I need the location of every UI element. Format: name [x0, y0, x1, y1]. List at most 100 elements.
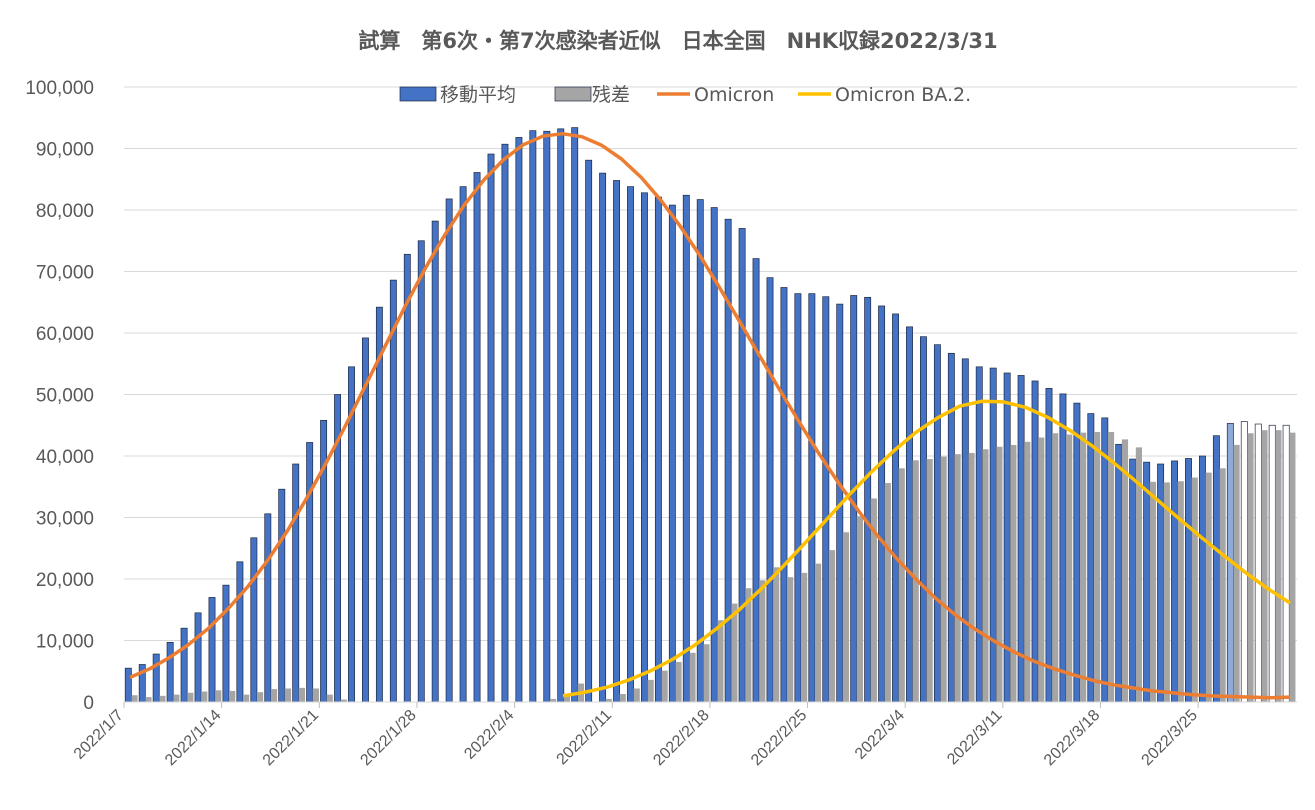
bar-moving-average [892, 313, 900, 703]
bar-moving-average [543, 130, 551, 703]
bar-moving-average [264, 513, 272, 703]
bar-residual [1219, 468, 1226, 702]
bar-moving-average [1254, 423, 1262, 703]
bar-residual [312, 688, 319, 702]
bar-residual [187, 692, 194, 702]
bar-moving-average [445, 198, 453, 703]
bar-residual [1177, 481, 1184, 702]
bar-moving-average [947, 352, 955, 703]
y-tick-label: 20,000 [36, 570, 94, 591]
bar-residual [1093, 432, 1101, 702]
bar-moving-average [961, 358, 969, 703]
bar-residual [940, 456, 947, 702]
bar-moving-average [1073, 402, 1081, 703]
bar-moving-average [124, 667, 132, 703]
bar-residual [243, 694, 250, 702]
bar-residual [647, 679, 654, 702]
bar-moving-average [794, 293, 802, 703]
bar-moving-average [487, 153, 495, 703]
chart-title: 試算 第6次・第7次感染者近似 日本全国 NHK収録2022/3/31 [358, 29, 997, 53]
bar-moving-average [724, 218, 732, 703]
bar-residual [703, 644, 710, 702]
legend-swatch [554, 86, 592, 102]
bar-residual [814, 563, 822, 702]
bar-moving-average [1003, 372, 1011, 703]
bar-moving-average [1031, 380, 1039, 703]
bar-residual [633, 688, 640, 702]
bar-moving-average [152, 653, 160, 703]
bar-moving-average [738, 228, 746, 703]
bar-residual [298, 687, 305, 702]
bar-residual [996, 446, 1003, 702]
bar-moving-average [278, 488, 286, 703]
bar-residual [1149, 481, 1156, 702]
bar-series [124, 127, 1296, 703]
bar-residual [340, 699, 347, 702]
bar-moving-average [613, 180, 621, 703]
bar-residual [1275, 430, 1282, 702]
bar-residual [1080, 432, 1087, 702]
bar-moving-average [375, 306, 383, 703]
bar-residual [1038, 437, 1045, 702]
bar-residual [284, 688, 292, 702]
bar-residual [745, 588, 752, 702]
bar-residual [1247, 433, 1254, 702]
bar-moving-average [654, 196, 662, 703]
y-tick-label: 30,000 [36, 509, 94, 530]
y-tick-label: 0 [83, 693, 94, 714]
bar-moving-average [515, 137, 523, 703]
bar-moving-average [222, 584, 230, 703]
bar-moving-average [822, 296, 830, 703]
bar-moving-average [557, 128, 565, 703]
legend-swatch [399, 86, 437, 102]
bar-residual [1261, 430, 1268, 702]
bar-moving-average [389, 279, 397, 703]
bar-moving-average [1268, 424, 1276, 703]
y-tick-label: 40,000 [36, 447, 94, 468]
bar-residual [1107, 432, 1115, 702]
bar-residual [926, 459, 933, 702]
gridlines [124, 86, 1297, 703]
bar-residual [801, 572, 808, 702]
bar-residual [842, 532, 850, 702]
bar-residual [1010, 444, 1017, 702]
bar-moving-average [989, 367, 997, 703]
bar-moving-average [250, 537, 258, 703]
bar-residual [856, 516, 863, 702]
y-tick-label: 100,000 [25, 78, 94, 99]
bar-residual [1205, 472, 1212, 702]
bar-residual [717, 620, 724, 702]
bar-residual [229, 690, 236, 702]
bar-residual [1289, 432, 1296, 702]
legend-label: 残差 [592, 84, 630, 106]
bar-residual [201, 691, 208, 702]
bar-moving-average [306, 442, 314, 703]
bar-residual [1233, 444, 1240, 702]
bar-moving-average [459, 186, 467, 703]
bar-moving-average [180, 627, 188, 703]
bar-residual [1135, 447, 1142, 702]
bar-residual [1052, 433, 1059, 702]
bar-moving-average [878, 305, 886, 703]
bar-residual [773, 567, 780, 702]
bar-residual [549, 698, 557, 702]
bar-moving-average [571, 127, 579, 703]
bar-residual [731, 603, 738, 702]
y-tick-label: 60,000 [36, 324, 94, 345]
bar-residual [968, 452, 975, 702]
line-omicron [129, 131, 1291, 700]
bar-moving-average [682, 194, 690, 703]
bar-moving-average [585, 159, 593, 703]
bar-moving-average [1185, 458, 1192, 703]
bar-moving-average [1143, 461, 1151, 703]
line-omicron-ba2 [562, 399, 1291, 698]
bar-moving-average [864, 296, 872, 703]
bar-moving-average [808, 293, 816, 703]
bar-residual [870, 498, 877, 702]
bar-moving-average [766, 277, 774, 703]
bar-moving-average [1212, 435, 1220, 703]
bar-moving-average [166, 641, 174, 703]
bar-moving-average [640, 192, 648, 703]
legend-label: 移動平均 [440, 84, 516, 106]
